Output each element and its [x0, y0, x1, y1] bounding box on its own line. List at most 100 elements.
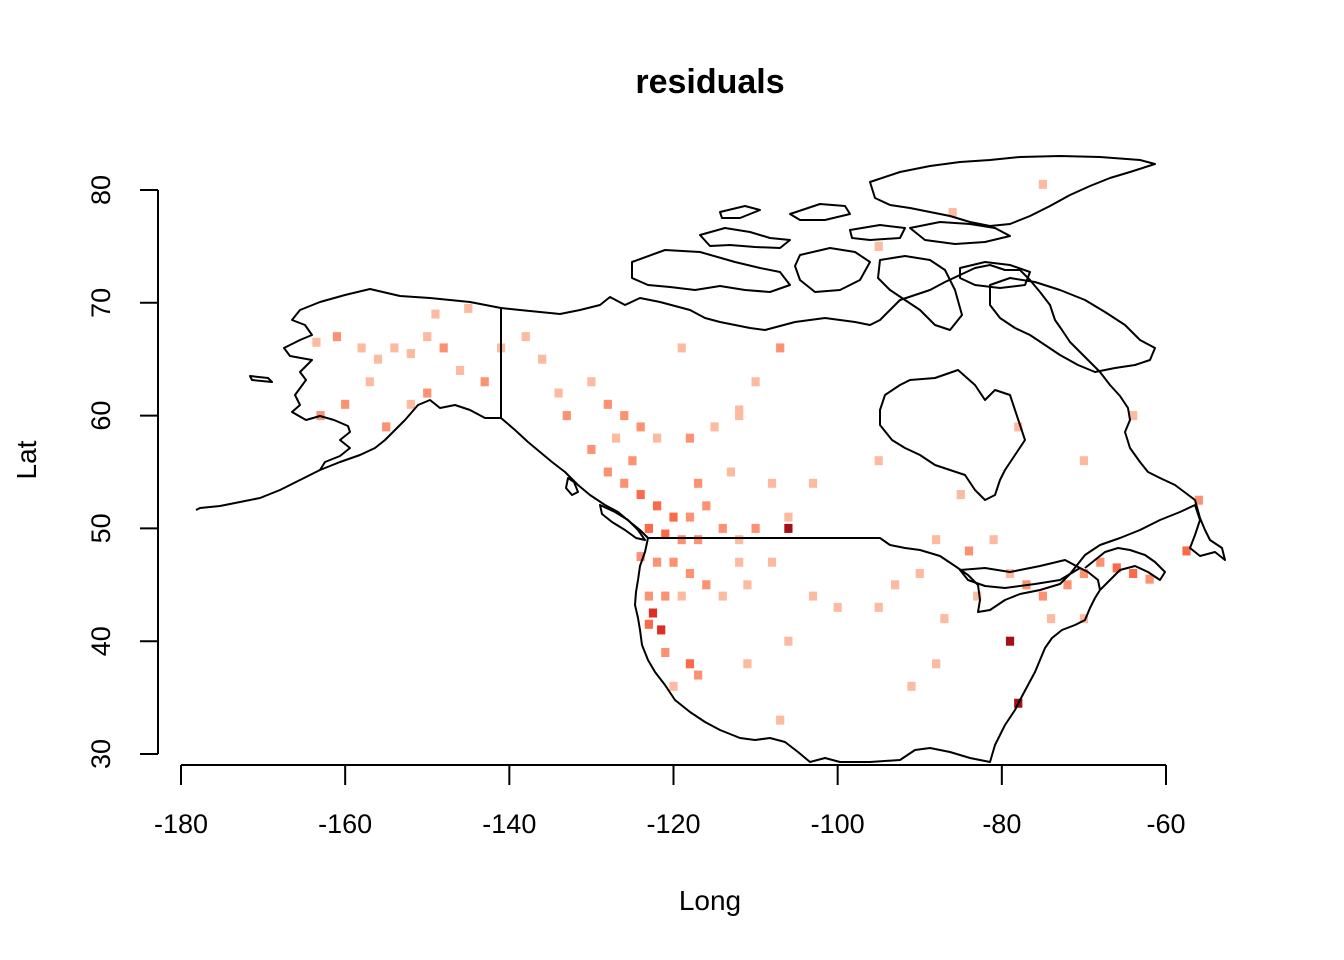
residual-cell [685, 433, 695, 443]
residual-cell [833, 602, 842, 612]
residual-cell [932, 659, 941, 669]
residual-cell [423, 332, 432, 342]
residual-cell [685, 512, 695, 522]
residual-cell [636, 552, 645, 562]
x-axis: -180 -160 -140 -120 -100 -80 -60 [154, 764, 1186, 839]
residual-cell [784, 512, 793, 522]
residual-cell [784, 636, 793, 646]
residual-cell [652, 433, 662, 443]
residual-cell [464, 303, 473, 313]
residual-cell [620, 478, 629, 488]
residual-cell [677, 591, 686, 601]
arctic-island-1 [631, 249, 791, 293]
residual-cell [669, 557, 678, 567]
residual-cell [1194, 495, 1203, 505]
residual-cell [776, 343, 785, 353]
residual-cell [455, 365, 465, 375]
y-axis-label: Lat [11, 440, 42, 479]
x-tick-label: -180 [154, 809, 208, 839]
residual-cell [373, 354, 383, 364]
residual-cell [312, 337, 321, 347]
residual-cell [620, 411, 629, 421]
residual-cell [636, 422, 645, 432]
arctic-island-2 [699, 227, 791, 249]
residual-cell [644, 619, 653, 629]
residual-cell [423, 388, 432, 398]
residual-cell [710, 422, 719, 432]
residual-cell [611, 433, 621, 443]
residual-cell [1038, 179, 1047, 189]
residual-cell [1145, 574, 1154, 584]
aleutian-outline [195, 469, 321, 511]
residual-cell [669, 512, 678, 522]
residual-cell [776, 715, 785, 725]
residual-cell [767, 557, 777, 567]
residual-cell [652, 501, 662, 511]
residual-cell [677, 343, 686, 353]
residual-cell [657, 625, 666, 635]
residual-cell [480, 377, 489, 387]
residual-cell [1063, 580, 1072, 590]
residual-cell [603, 399, 612, 409]
residual-cell [1038, 591, 1047, 601]
residual-cell [751, 377, 760, 387]
arctic-island-4 [877, 255, 963, 331]
residual-cell [390, 343, 399, 353]
y-tick-label: 60 [86, 401, 116, 431]
residual-cell [743, 659, 752, 669]
residual-cell [907, 681, 916, 691]
residual-cell [341, 399, 350, 409]
arctic-island-5 [959, 261, 1031, 289]
arctic-island-6 [719, 205, 761, 219]
residual-cell [808, 478, 818, 488]
residual-cell [735, 405, 744, 415]
x-axis-label: Long [679, 885, 741, 916]
residual-cell [603, 467, 612, 477]
residual-cell [365, 377, 374, 387]
y-axis: 30 40 50 60 70 80 [86, 175, 159, 769]
residual-cell [956, 490, 965, 500]
residual-cell [554, 388, 563, 398]
residual-cell [784, 523, 793, 533]
residual-cell [1129, 569, 1138, 579]
x-tick-label: -100 [811, 809, 865, 839]
coastline-outlines [195, 155, 1226, 763]
residual-cell [932, 535, 941, 545]
residual-cell [915, 569, 924, 579]
usa-canada-east-border [1084, 547, 1166, 591]
residual-cell [406, 399, 415, 409]
ellesmere-outline [869, 155, 1156, 227]
arctic-island-9 [909, 221, 1011, 245]
residual-cell [735, 411, 744, 421]
residual-cell [767, 478, 777, 488]
y-tick-label: 80 [86, 175, 116, 205]
residual-cell [702, 501, 711, 511]
arctic-island-3 [794, 247, 871, 293]
residual-cell [661, 529, 670, 539]
residual-cell [735, 557, 744, 567]
residual-cell [587, 377, 596, 387]
residual-cell [406, 349, 415, 359]
residual-cell [718, 591, 727, 601]
residual-cell [431, 309, 440, 319]
residual-cell [587, 444, 596, 454]
residual-cell [685, 569, 695, 579]
haida-gwaii [565, 477, 579, 496]
residual-cells [312, 179, 1203, 725]
residual-cell [1005, 569, 1015, 579]
residual-cell [874, 602, 883, 612]
residual-cell [1046, 614, 1056, 624]
residual-cell [652, 557, 662, 567]
residual-cell [973, 591, 982, 601]
residual-cell [636, 490, 645, 500]
residual-cell [1079, 614, 1089, 624]
residual-cell [1182, 546, 1191, 556]
residual-cell [735, 535, 744, 545]
y-tick-label: 40 [86, 626, 116, 656]
residual-cell [808, 591, 818, 601]
residual-cell [1005, 636, 1015, 646]
residual-cell [644, 523, 653, 533]
x-tick-label: -120 [646, 809, 700, 839]
residual-cell [718, 523, 727, 533]
residual-cell [1079, 456, 1089, 466]
